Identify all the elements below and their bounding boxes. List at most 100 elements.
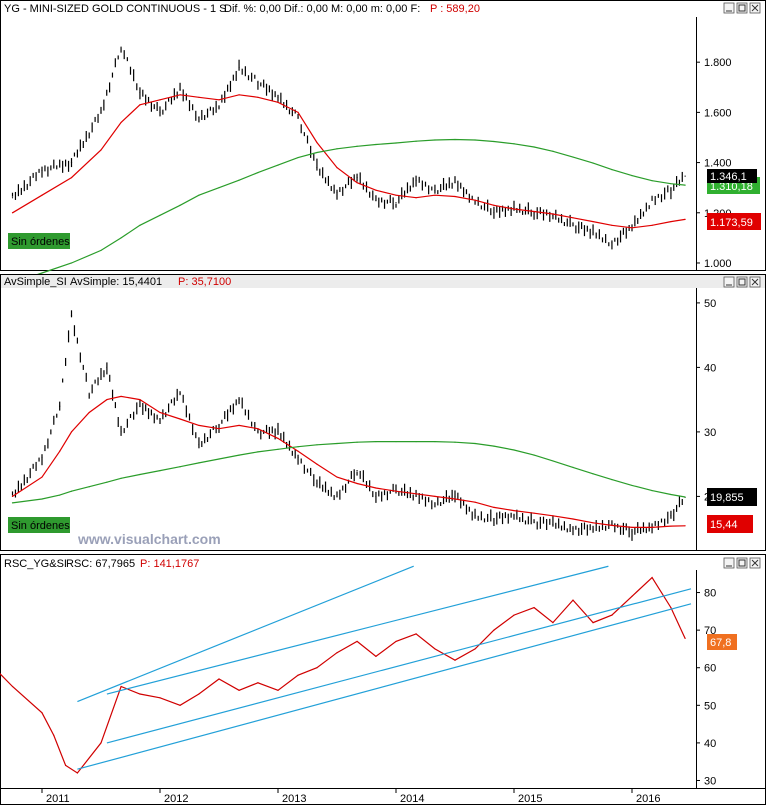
avsimple-series-2-point [198, 462, 200, 464]
maximize-icon[interactable] [736, 2, 748, 14]
price-series-1-point [375, 189, 377, 191]
avsimple-series-1-point [159, 411, 161, 414]
price-series-2-point [631, 175, 633, 177]
price-series-1-point [11, 212, 14, 214]
price-series-2-point [336, 148, 338, 150]
avsimple-series-0-point [277, 431, 279, 433]
pane-controls [723, 2, 761, 14]
rsc-series-0-point [651, 576, 653, 579]
price-series-0-point [120, 46, 122, 48]
avsimple-series-0-point [159, 418, 161, 420]
price-series-2-point [670, 183, 672, 185]
price-pane-title: YG - MINI-SIZED GOLD CONTINUOUS - 1 S [4, 3, 226, 15]
rsc-series-0-point [454, 659, 456, 661]
rsc-series-0-point [533, 606, 535, 609]
avsimple-series-1-point [611, 524, 613, 527]
badge-red-ma-top-value: 1.173,59 [710, 217, 753, 229]
price-series-2-point [297, 156, 299, 159]
badge-price-top-front-value: 1.346,1 [710, 171, 747, 183]
rsc-ytick-label: 50 [704, 700, 716, 712]
avsimple-series-1-point [70, 431, 73, 433]
avsimple-series-2-point [238, 454, 240, 456]
price-series-0-point [415, 179, 417, 181]
price-series-2-point [651, 180, 653, 182]
xtick-label: 2012 [164, 793, 188, 805]
price-series-2-point [41, 272, 43, 274]
avsimple-series-2-point [493, 445, 495, 447]
rsc-pane-p-value: P: 141,1767 [140, 558, 199, 570]
price-series-0-point [139, 91, 141, 93]
rsc-ytick-label: 40 [704, 738, 716, 750]
rsc-series-0-point [198, 693, 200, 695]
price-series-1-point [592, 220, 594, 223]
avsimple-series-0-point [552, 523, 554, 525]
avsimple-series-1-point [651, 526, 653, 528]
avsimple-series-1-point [88, 411, 90, 414]
avsimple-series-1-point [120, 395, 122, 398]
minimize-icon[interactable] [723, 557, 735, 569]
avsimple-series-1-point [395, 490, 397, 492]
rsc-trendline[interactable] [106, 588, 692, 744]
avsimple-series-2-point [434, 440, 436, 443]
avsimple-series-2-point [592, 473, 594, 475]
avsimple-series-1-point [513, 509, 515, 512]
avsimple-series-2-point [454, 441, 456, 443]
maximize-glyph [738, 4, 746, 12]
avsimple-series-2-point [552, 460, 554, 462]
sin-ordenes-top[interactable]: Sin órdenes [8, 233, 70, 249]
avsimple-series-2-point [159, 470, 161, 472]
price-series-2-point [70, 262, 73, 264]
price-series-1-point [179, 94, 181, 96]
avsimple-series-2-point [257, 451, 259, 453]
avsimple-series-2-point [297, 446, 299, 448]
avsimple-series-1-point [670, 525, 672, 527]
maximize-icon[interactable] [736, 276, 748, 288]
watermark: www.visualchart.com [77, 531, 221, 547]
avsimple-series-2-line [12, 441, 686, 504]
rsc-trendline[interactable] [106, 565, 609, 695]
price-pane-f-value: P : 589,20 [430, 3, 480, 15]
price-series-2-point [552, 150, 554, 152]
avsimple-series-2-point [70, 490, 73, 492]
rsc-series-0-point [41, 712, 43, 714]
price-series-0-point [238, 66, 240, 68]
price-series-0-point [552, 214, 554, 216]
avsimple-pane-title: AvSimple_SI [4, 276, 67, 288]
minimize-icon[interactable] [723, 276, 735, 288]
avsimple-series-0-point [493, 518, 495, 520]
minimize-icon[interactable] [723, 2, 735, 14]
price-series-1-point [356, 182, 358, 184]
maximize-glyph [738, 559, 746, 567]
price-series-2-point [513, 143, 515, 145]
badge-red-ma-top-bg [707, 213, 761, 230]
rsc-series-0-point [513, 614, 515, 616]
price-series-2-point [238, 179, 240, 181]
rsc-series-0-point [493, 629, 495, 631]
price-series-2-point [493, 140, 495, 143]
rsc-trendline[interactable] [77, 565, 414, 703]
avsimple-series-0-point [533, 521, 535, 523]
rsc-trendline[interactable] [77, 603, 692, 770]
price-series-0-point [159, 111, 161, 113]
price-series-1-point [611, 224, 613, 226]
price-series-1-point [670, 220, 672, 223]
avsimple-series-2-point [611, 479, 613, 481]
avsimple-series-2-point [179, 466, 181, 468]
badge-price-mid-bg [707, 488, 757, 506]
avsimple-ytick-label: 50 [704, 298, 716, 310]
avsimple-series-1-point [59, 450, 61, 452]
rsc-series-0-point [611, 614, 613, 616]
avsimple-series-1-point [631, 526, 633, 528]
price-series-1-point [395, 194, 397, 196]
avsimple-series-0-point [120, 431, 122, 433]
sin-ordenes-mid[interactable]: Sin órdenes [8, 517, 70, 533]
xtick-label: 2011 [46, 793, 70, 805]
rsc-series-0-point [238, 689, 240, 691]
avsimple-pane-frame [0, 274, 766, 551]
price-series-2-point [592, 162, 594, 164]
price-series-1-point [218, 99, 220, 101]
maximize-icon[interactable] [736, 557, 748, 569]
